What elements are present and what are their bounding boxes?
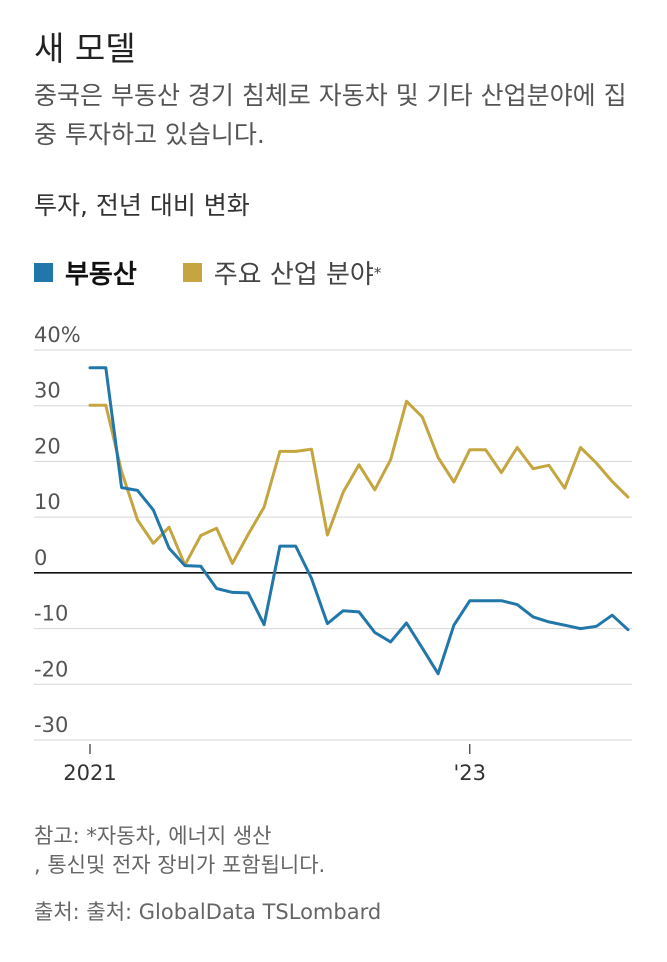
- chart-source: 출처: 출처: GlobalData TSLombard: [34, 900, 382, 924]
- note-line-1: 참고: *자동차, 에너지 생산: [34, 824, 272, 848]
- y-tick-label: 0: [34, 546, 47, 570]
- y-tick-label: 20: [34, 434, 61, 458]
- series-line-real-estate: [88, 366, 630, 676]
- y-axis-label: 투자, 전년 대비 변화: [34, 191, 250, 220]
- x-tick-label: 2021: [63, 761, 116, 785]
- legend-label-key-industries: 주요 산업 분야: [213, 260, 374, 290]
- note-line-2: , 통신및 전자 장비가 포함됩니다.: [34, 853, 326, 877]
- chart-note: 참고: *자동차, 에너지 생산 , 통신및 전자 장비가 포함됩니다.: [34, 822, 634, 880]
- series-line-key-industries: [88, 399, 630, 567]
- y-tick-label: -20: [34, 657, 68, 681]
- legend-item-real-estate: 부동산: [34, 254, 137, 291]
- y-tick-label: 40%: [34, 323, 81, 347]
- legend-item-key-industries: 주요 산업 분야 *: [182, 254, 382, 291]
- chart-title: 새 모델: [34, 29, 136, 68]
- line-chart: 40% 30 20 10 0 -10 -20 -30 2021 '23: [34, 323, 632, 785]
- y-tick-label: 10: [34, 490, 61, 514]
- y-tick-label: -10: [34, 602, 68, 626]
- y-tick-label: 30: [34, 379, 61, 403]
- legend-swatch-real-estate: [34, 263, 53, 282]
- legend: 부동산 주요 산업 분야 *: [34, 254, 427, 291]
- legend-swatch-key-industries: [182, 263, 202, 282]
- x-tick-label: '23: [454, 761, 487, 785]
- chart-subtitle: 중국은 부동산 경기 침체로 자동차 및 기타 산업분야에 집중 투자하고 있습…: [34, 81, 627, 149]
- legend-footnote-marker: *: [373, 263, 382, 282]
- legend-label-real-estate: 부동산: [65, 260, 137, 290]
- y-tick-label: -30: [34, 713, 68, 737]
